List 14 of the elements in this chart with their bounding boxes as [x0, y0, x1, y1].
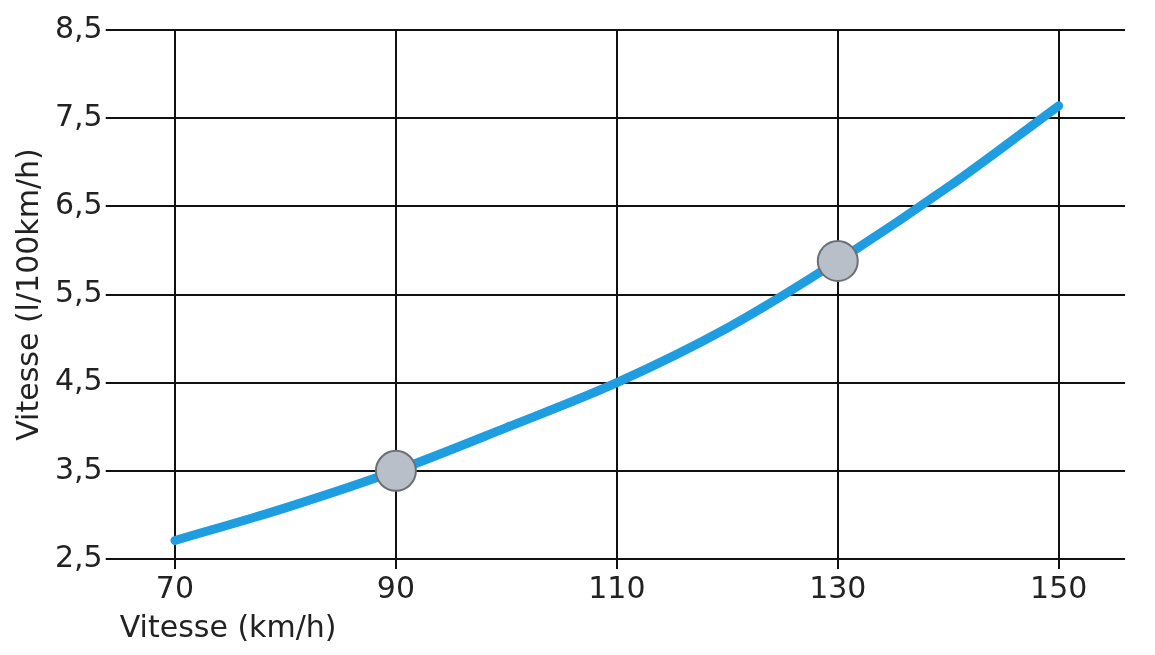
x-tick-label: 90 — [376, 569, 415, 605]
y-tick-label: 8,5 — [54, 9, 103, 45]
x-axis-title: Vitesse (km/h) — [119, 608, 337, 644]
y-axis-title: Vitesse (l/100km/h) — [9, 148, 45, 441]
x-tick-label: 110 — [588, 569, 646, 605]
y-tick-label: 2,5 — [54, 538, 103, 574]
x-tick-label: 70 — [155, 569, 195, 605]
y-tick-label: 6,5 — [54, 186, 103, 222]
y-tick-label: 5,5 — [54, 274, 103, 310]
y-tick-label: 7,5 — [54, 97, 103, 133]
x-tick-label: 130 — [809, 569, 867, 605]
y-tick-label: 3,5 — [54, 450, 103, 486]
y-tick-label: 4,5 — [54, 362, 103, 398]
x-tick-label: 150 — [1030, 569, 1088, 605]
